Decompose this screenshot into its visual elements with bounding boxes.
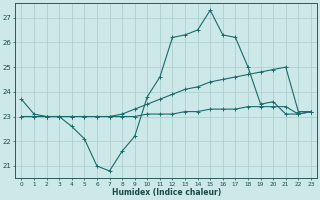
X-axis label: Humidex (Indice chaleur): Humidex (Indice chaleur)	[112, 188, 221, 197]
